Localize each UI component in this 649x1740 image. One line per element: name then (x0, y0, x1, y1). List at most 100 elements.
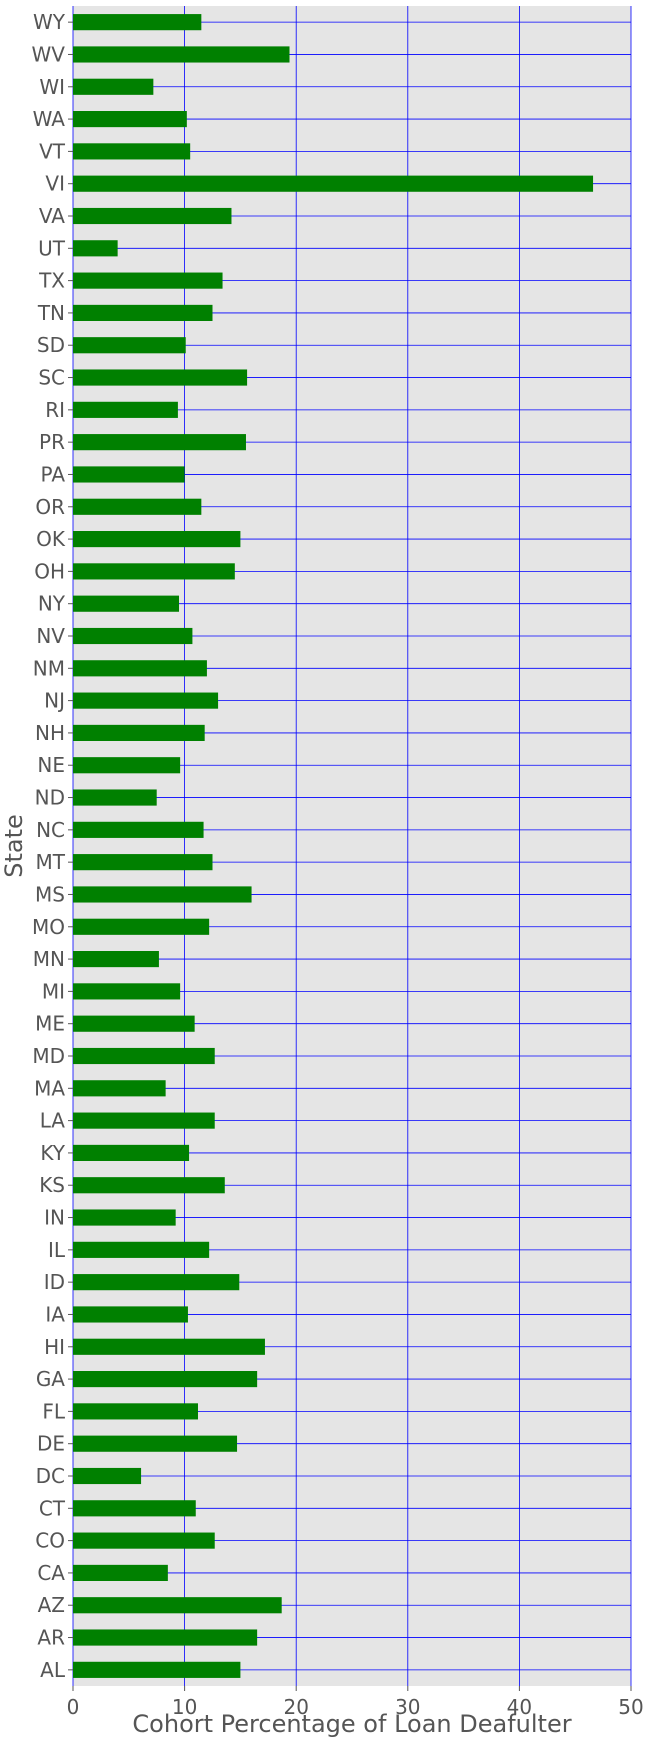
bar-wy (73, 14, 202, 31)
bar-ct (73, 1500, 196, 1517)
bar-ca (73, 1564, 168, 1581)
y-tick-label-hi: HI (44, 1335, 65, 1359)
y-tick-label-ia: IA (45, 1302, 65, 1326)
bar-mn (73, 951, 159, 968)
bar-nv (73, 627, 193, 645)
y-tick-label-pr: PR (39, 430, 65, 454)
y-tick-label-wi: WI (39, 75, 65, 99)
y-tick-label-nh: NH (35, 721, 65, 745)
bar-ut (73, 240, 118, 257)
bar-ia (73, 1306, 188, 1323)
bar-or (73, 498, 202, 515)
bar-oh (73, 563, 235, 580)
y-tick-label-ar: AR (37, 1626, 65, 1650)
bar-ny (73, 595, 180, 612)
bar-nc (73, 821, 204, 838)
bar-ma (73, 1080, 166, 1097)
x-tick-label: 40 (507, 1695, 532, 1719)
bar-ms (73, 886, 252, 903)
bar-mo (73, 918, 210, 935)
bar-nh (73, 724, 205, 741)
x-tick-label: 50 (618, 1695, 643, 1719)
bar-tx (73, 272, 223, 289)
y-tick-label-ky: KY (40, 1141, 65, 1165)
bar-pr (73, 434, 246, 451)
y-axis-label: State (0, 814, 28, 878)
bar-az (73, 1597, 282, 1614)
bar-la (73, 1112, 215, 1129)
bar-ar (73, 1629, 258, 1646)
y-tick-label-ut: UT (38, 236, 66, 260)
x-tick-label: 20 (283, 1695, 308, 1719)
x-tick-labels: 0 10 20 30 40 50 (67, 1686, 644, 1719)
y-tick-label-de: DE (37, 1432, 65, 1456)
y-tick-label-nc: NC (36, 818, 65, 842)
bar-sc (73, 369, 248, 386)
y-tick-label-in: IN (44, 1206, 65, 1230)
bar-dc (73, 1467, 142, 1485)
y-tick-label-mi: MI (42, 979, 65, 1003)
y-tick-label-ms: MS (35, 882, 65, 906)
y-tick-label-nj: NJ (44, 689, 65, 713)
y-tick-label-ks: KS (39, 1173, 65, 1197)
y-tick-label-ok: OK (36, 527, 66, 551)
y-tick-label-ga: GA (36, 1367, 65, 1391)
y-tick-label-tx: TX (38, 269, 65, 293)
y-tick-label-ma: MA (34, 1076, 65, 1100)
y-tick-label-ct: CT (39, 1496, 66, 1520)
bars (73, 14, 594, 1678)
bar-tn (73, 304, 213, 321)
bar-id (73, 1274, 240, 1291)
bar-fl (73, 1403, 198, 1420)
y-tick-label-ri: RI (45, 398, 65, 422)
bar-il (73, 1241, 210, 1258)
bar-sd (73, 337, 186, 354)
y-tick-label-mn: MN (33, 947, 65, 971)
y-tick-label-co: CO (35, 1529, 65, 1553)
bar-ri (73, 401, 178, 418)
bar-wi (73, 78, 154, 95)
y-tick-label-or: OR (35, 495, 65, 519)
y-tick-label-wy: WY (33, 10, 66, 34)
bar-ga (73, 1371, 258, 1388)
bar-ne (73, 757, 181, 774)
bar-nj (73, 692, 219, 709)
y-tick-label-tn: TN (37, 301, 65, 325)
y-tick-label-ny: NY (38, 592, 66, 616)
y-tick-label-fl: FL (42, 1399, 66, 1423)
bar-pa (73, 466, 185, 483)
y-tick-label-vi: VI (45, 172, 65, 196)
y-tick-label-wa: WA (33, 107, 66, 131)
y-tick-label-ca: CA (37, 1561, 65, 1585)
y-tick-label-al: AL (40, 1658, 66, 1682)
y-tick-label-sc: SC (38, 366, 65, 390)
y-tick-label-dc: DC (36, 1464, 65, 1488)
bar-de (73, 1435, 238, 1452)
bar-vi (73, 175, 594, 192)
y-tick-label-id: ID (44, 1270, 65, 1294)
y-tick-label-me: ME (35, 1012, 65, 1036)
x-tick-label: 0 (67, 1695, 80, 1719)
y-tick-label-il: IL (48, 1238, 66, 1262)
y-tick-labels: AL AR AZ CA CO CT DC DE FL GA HI IA ID IL IN KS KY LA MA MD… (32, 10, 73, 1682)
y-tick-label-la: LA (40, 1109, 66, 1133)
bar-wa (73, 111, 187, 128)
bar-nd (73, 789, 157, 806)
plot-background (73, 6, 631, 1686)
y-tick-label-vt: VT (39, 139, 66, 163)
y-tick-label-wv: WV (32, 42, 66, 66)
y-tick-label-mt: MT (36, 850, 66, 874)
x-tick-label: 10 (172, 1695, 197, 1719)
x-axis-label: Cohort Percentage of Loan Deafulter (132, 1710, 571, 1738)
bar-co (73, 1532, 215, 1549)
bar-hi (73, 1338, 265, 1355)
bar-ok (73, 531, 241, 548)
y-tick-label-nv: NV (36, 624, 65, 648)
y-tick-label-nd: ND (35, 786, 65, 810)
y-tick-label-va: VA (39, 204, 65, 228)
y-tick-label-md: MD (32, 1044, 65, 1068)
y-tick-label-mo: MO (32, 915, 65, 939)
bar-me (73, 1015, 195, 1032)
bar-nm (73, 660, 207, 677)
bar-in (73, 1209, 176, 1226)
